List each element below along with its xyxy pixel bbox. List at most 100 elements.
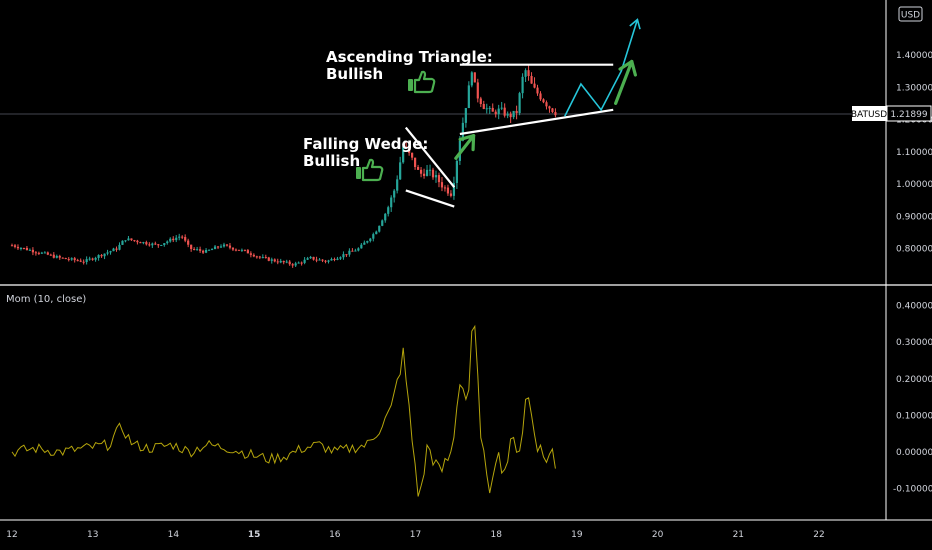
candle-body [142,242,145,244]
candle-body [67,259,70,261]
candle-body [175,237,178,241]
candle-body [106,252,109,254]
candle-body [434,175,438,178]
candle-body [163,243,166,246]
momentum-pane-title[interactable]: Mom (10, close) [6,294,86,305]
candle-body [178,236,181,238]
candle-body [333,258,336,260]
candle-body [464,108,467,123]
last-price-badge: BATUSD 1.21899 [851,105,932,122]
pattern-layer [404,18,641,208]
candle-body [285,261,288,263]
candle-body [199,249,202,251]
candle-body [369,238,372,242]
price-tick-label: 1.40000 [896,51,932,61]
candle-body [85,259,88,263]
candle-body [354,250,357,252]
candle-body [115,248,118,250]
candle-body [10,245,14,247]
candle-body [497,108,500,115]
candle-body [536,87,539,94]
candle-body [396,179,399,191]
thumb-cuff [408,79,413,91]
annotation-text: Ascending Triangle: [326,48,493,66]
candle-body [139,242,142,244]
momentum-tick-label: 0.10000 [896,411,932,421]
candle-body [82,261,85,263]
candle-body [127,238,130,241]
candle-body [157,244,160,246]
candle-body [318,259,321,261]
last-price-label: 1.21899 [890,110,927,120]
time-tick-label: 20 [652,530,664,540]
candle-body [225,244,229,246]
candle-body [133,240,136,242]
candle-body [327,260,330,262]
candle-body [449,193,453,196]
candle-body [315,259,318,261]
candle-body [34,252,37,254]
candle-body [70,258,73,260]
candle-body [22,247,26,249]
candle-body [118,244,121,250]
candle-body [246,250,249,254]
candle-body [237,249,241,251]
candle-body [243,249,247,251]
candle-body [25,247,29,251]
candle-body [55,255,58,258]
candle-body [291,264,294,266]
momentum-tick-label: 0.30000 [896,338,932,348]
time-tick-label: 16 [329,530,341,540]
candle-body [58,255,61,258]
candle-body [169,238,172,242]
candle-body [488,107,491,109]
candle-body [485,108,488,110]
candle-body [201,250,205,253]
time-tick-label: 21 [733,530,744,540]
candle-body [390,197,393,208]
candle-body [521,76,524,94]
candle-body [264,257,267,259]
candle-body [431,169,435,178]
candle-body [503,107,506,116]
candle-body [216,246,220,248]
candle-body [336,258,339,260]
candle-body [288,261,291,265]
price-plot [10,64,557,268]
candle-body [524,70,527,77]
candle-body [297,262,300,264]
candle-body [425,169,429,176]
candle-body [548,106,551,109]
candle-body [73,258,76,261]
candle-body [190,244,193,250]
candle-body [342,254,345,258]
candle-body [261,257,264,259]
candle-body [76,260,79,262]
candle-body [440,182,444,188]
wedge-lower-line [405,189,455,208]
candle-body [416,166,420,170]
candle-body [366,241,369,243]
candle-body [300,262,303,264]
candle-body [252,254,255,257]
price-tick-label: 1.00000 [896,180,932,190]
candle-body [213,246,217,250]
candle-body [184,237,187,241]
candle-body [482,104,485,109]
candle-body [339,257,342,259]
candle-body [351,250,354,252]
currency-badge[interactable]: USD [898,6,923,22]
candle-body [279,260,282,263]
candle-body [405,146,408,148]
candle-body [446,187,450,194]
candle-body [443,187,447,189]
candle-body [437,175,441,183]
candle-body [249,253,252,255]
candle-body [363,242,366,245]
candle-body [512,110,515,118]
wedge-upper-line [404,126,456,188]
candle-body [515,110,518,114]
candle-body [378,225,381,232]
momentum-axis-labels: 0.40000 0.30000 0.20000 0.10000 0.00000 -0.10… [893,302,932,495]
